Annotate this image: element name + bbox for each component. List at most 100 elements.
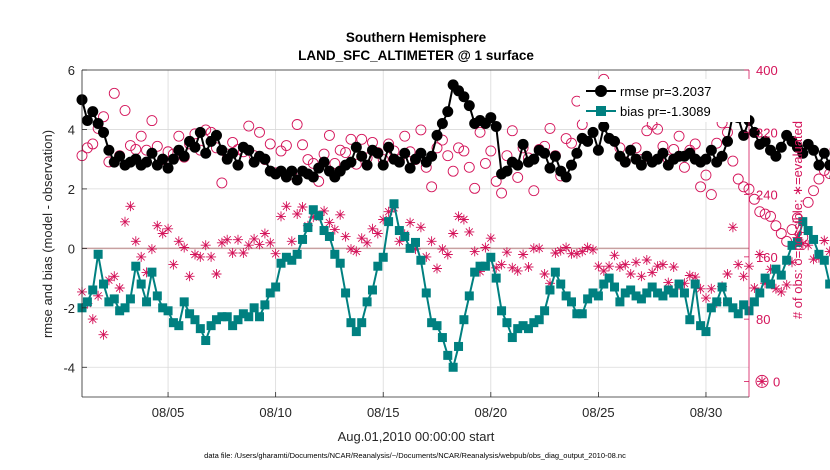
bias-point [405,243,415,253]
x-tick-label: 08/20 [475,405,508,420]
bias-point [367,285,377,295]
possible-point [759,208,771,220]
series-rmse [76,79,830,186]
rmse-point [490,120,502,132]
evaluated-point [136,251,147,262]
rmse-point [178,150,190,162]
evaluated-point [179,242,190,253]
bias-point [776,270,786,280]
rmse-point [775,141,787,153]
y-right-tick-label: 80 [756,312,770,327]
bias-point [351,327,361,337]
possible-point [453,142,464,154]
evaluated-point [539,269,550,279]
possible-point [808,185,819,197]
bias-point [610,282,620,292]
rmse-point [232,159,244,171]
rmse-point [485,112,497,124]
evaluated-point [157,228,168,239]
y-axis-left-label: rmse and bias (model - observation) [40,130,55,338]
evaluated-point [523,262,534,272]
bias-point [265,288,275,298]
evaluated-point [561,242,572,253]
bias-point [298,234,308,244]
possible-point [479,157,491,169]
bias-point [454,341,464,351]
evaluated-point [405,217,416,228]
rmse-point [356,150,368,162]
bias-point [739,300,749,310]
rmse-point [426,150,438,162]
rmse-point [194,126,206,138]
possible-point [770,220,782,232]
evaluated-point [727,222,738,233]
evaluated-point [437,244,448,255]
evaluated-point [130,236,141,247]
possible-point [108,87,120,99]
bias-point [523,324,533,334]
evaluated-point [518,249,529,260]
bias-point [260,300,270,310]
possible-point [98,111,109,123]
evaluated-point [98,329,109,340]
evaluated-point [453,211,464,222]
bias-point [109,294,119,304]
bias-point [706,303,716,313]
bias-point [152,291,162,301]
possible-point [485,145,497,157]
evaluated-point [87,314,98,325]
bias-point [636,294,646,304]
bias-point [464,291,474,301]
y-left-tick-label: -2 [63,301,75,316]
bias-point [125,294,135,304]
rmse-point [243,144,255,156]
bias-point [701,327,711,337]
bias-point [798,217,808,227]
bias-point [540,306,550,316]
evaluated-point [324,217,335,228]
possible-point [689,138,701,150]
possible-point [329,157,341,169]
possible-point [216,177,228,189]
bias-point [222,312,232,322]
bias-point [206,321,216,331]
bias-point [722,297,732,307]
evaluated-point [146,244,157,255]
bias-point [314,211,324,221]
evaluated-point [383,206,394,217]
possible-point [496,187,508,199]
possible-point [447,165,459,177]
bias-point [459,315,469,325]
bias-point [287,255,297,265]
evaluated-point [432,263,442,274]
x-tick-label: 08/10 [259,405,292,420]
bias-point [335,258,345,268]
possible-point [501,150,513,162]
rmse-point [103,144,115,156]
evaluated-point [695,283,706,294]
bias-point [717,282,727,292]
possible-point [652,123,664,135]
rmse-point [625,144,637,156]
rmse-point [157,153,169,165]
legend-rmse-label: rmse pr=3.2037 [620,84,711,99]
evaluated-point [292,209,303,219]
evaluated-point [550,248,561,258]
rmse-point [748,126,760,138]
bias-point [809,234,819,244]
bias-point [427,318,437,328]
bias-point [211,315,221,325]
possible-point [323,129,335,141]
rmse-point [759,135,771,147]
evaluated-point [690,272,701,283]
rmse-point [141,156,153,168]
bias-point [185,309,195,319]
zero-count-asterisk-marker [757,376,767,387]
data-file-note: data file: /Users/gharamti/Documents/NCA… [204,451,626,460]
bias-point [384,217,394,227]
bias-point [400,231,410,241]
evaluated-point [485,233,496,244]
bias-point [550,267,560,277]
possible-point [297,139,308,151]
